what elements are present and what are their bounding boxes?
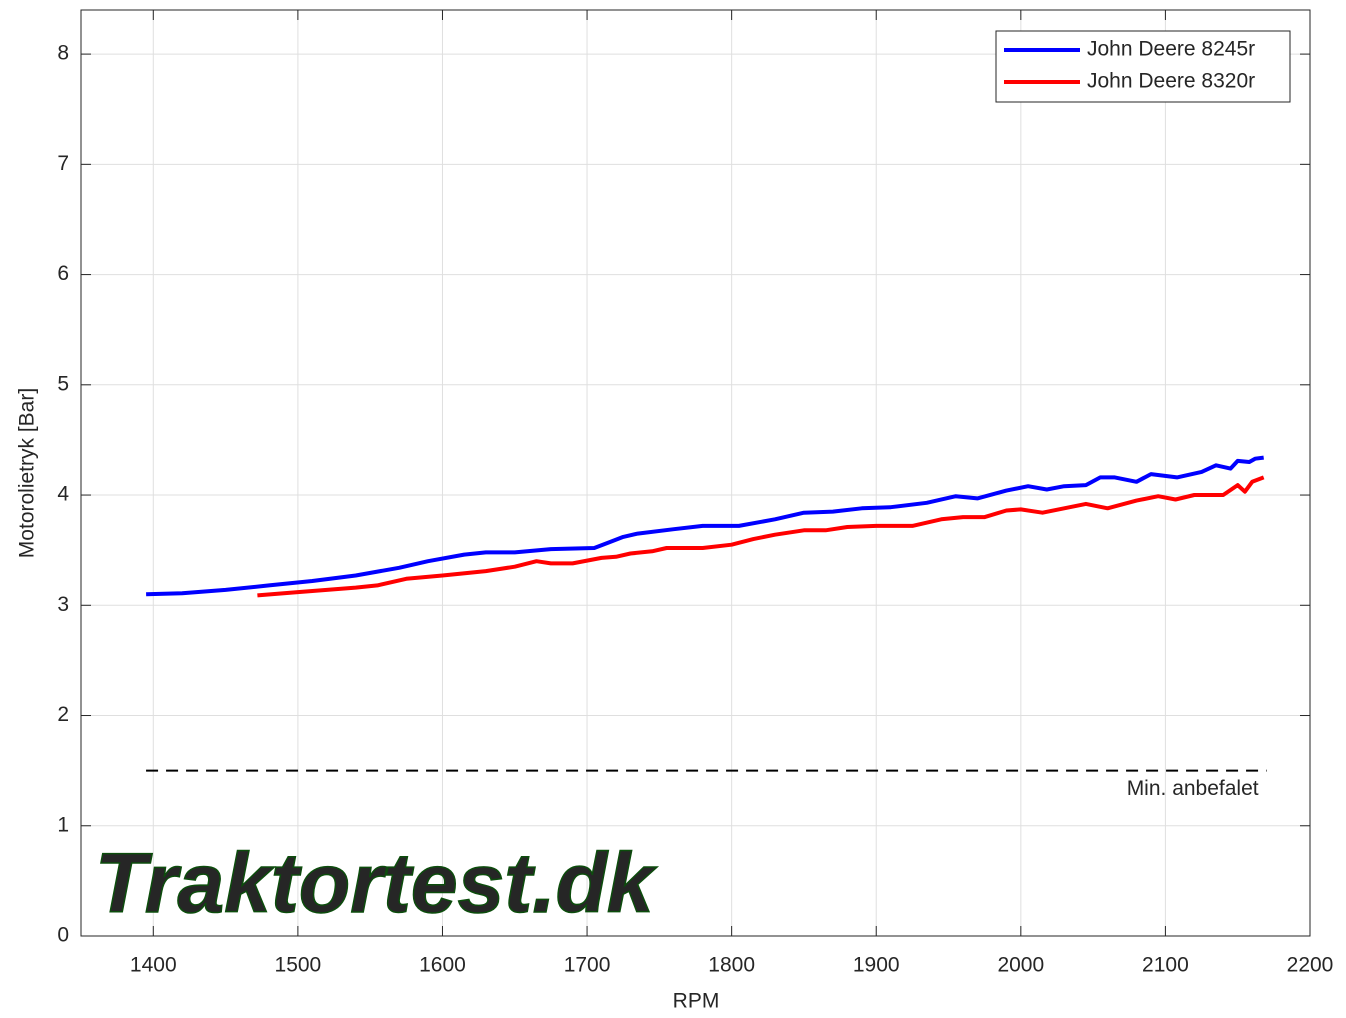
watermark: Traktortest.dk — [95, 836, 658, 930]
x-tick-label: 1500 — [275, 954, 322, 977]
x-tick-label: 2100 — [1142, 954, 1189, 977]
y-tick-label: 3 — [57, 593, 69, 616]
y-tick-label: 2 — [57, 703, 69, 726]
y-tick-label: 5 — [57, 372, 69, 395]
x-tick-label: 1700 — [564, 954, 611, 977]
plot-frame — [80, 9, 1311, 937]
data-line — [146, 455, 1264, 597]
x-tick-label: 1600 — [419, 954, 466, 977]
x-tick-label: 1400 — [130, 954, 177, 977]
x-axis-label: RPM — [673, 990, 720, 1013]
legend-label: John Deere 8320r — [1087, 70, 1255, 93]
x-tick-label: 1800 — [708, 954, 755, 977]
legend-label: John Deere 8245r — [1087, 38, 1255, 61]
data-line — [257, 475, 1265, 598]
y-tick-label: 0 — [57, 924, 69, 947]
reference-label: Min. anbefalet — [1127, 777, 1259, 800]
y-tick-label: 1 — [57, 813, 69, 836]
x-tick-label: 2000 — [997, 954, 1044, 977]
y-tick-label: 7 — [57, 152, 69, 175]
y-tick-label: 4 — [57, 483, 69, 506]
legend-box — [995, 30, 1291, 103]
x-tick-label: 2200 — [1287, 954, 1334, 977]
y-axis-label: Motorolietryk [Bar] — [16, 388, 39, 558]
x-tick-label: 1900 — [853, 954, 900, 977]
y-tick-label: 6 — [57, 262, 69, 285]
y-tick-label: 8 — [57, 42, 69, 65]
